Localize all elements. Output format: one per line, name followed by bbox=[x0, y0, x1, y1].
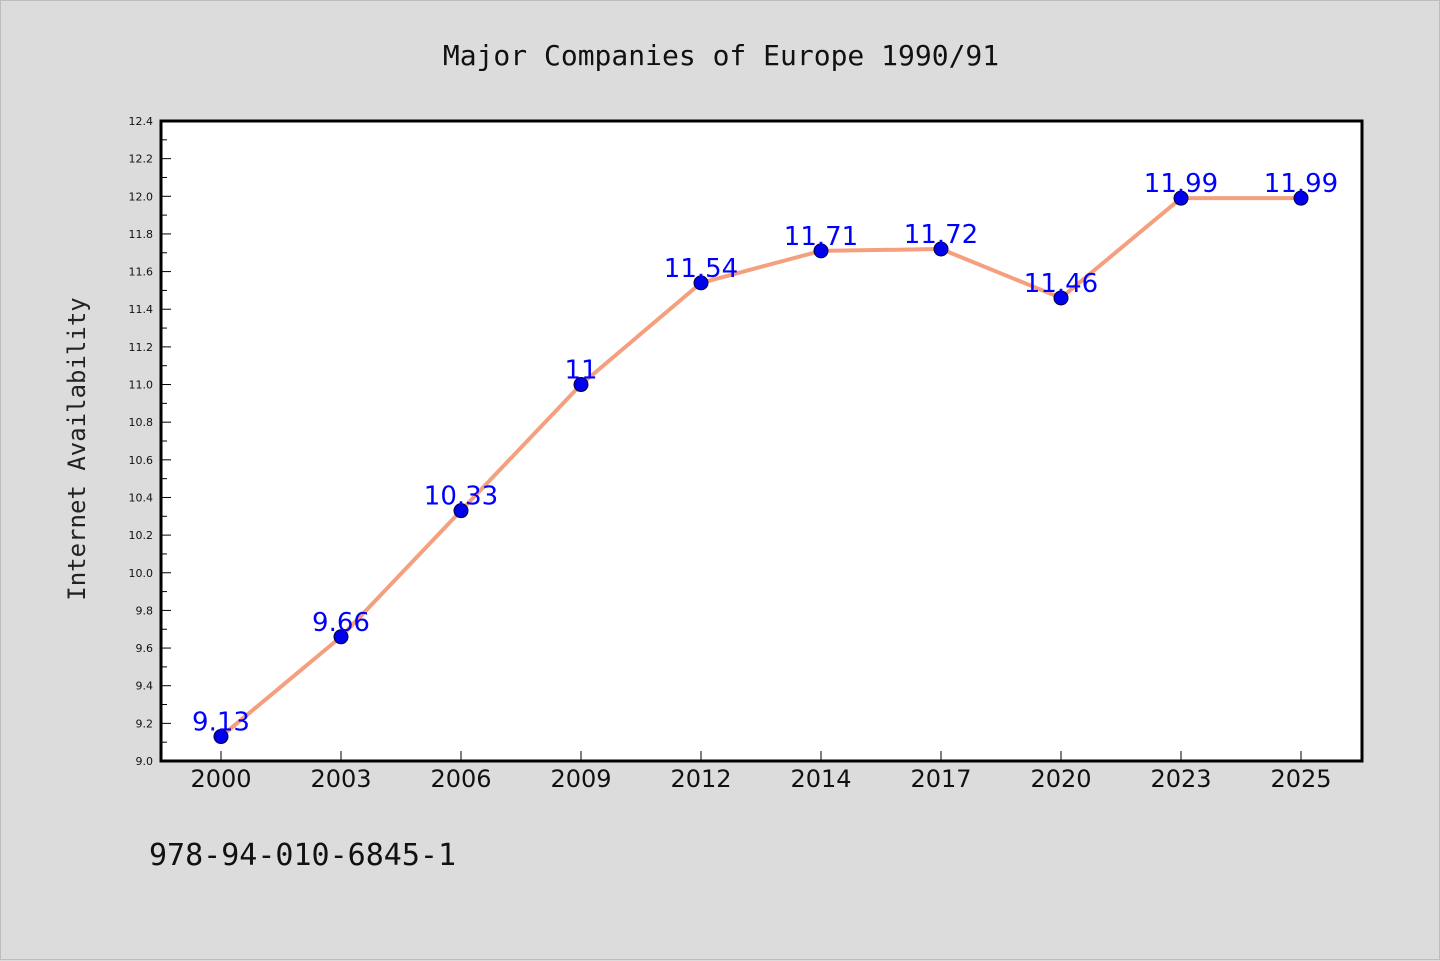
x-tick-label: 2014 bbox=[790, 765, 851, 793]
y-tick-label: 11.2 bbox=[129, 341, 154, 354]
y-tick-label: 10.2 bbox=[129, 529, 154, 542]
data-label: 11 bbox=[564, 356, 597, 386]
y-tick-label: 11.6 bbox=[129, 266, 154, 279]
data-label: 11.71 bbox=[784, 222, 858, 252]
y-axis-label: Internet Availability bbox=[63, 297, 91, 600]
data-point-marker bbox=[453, 503, 469, 519]
y-tick-label: 9.8 bbox=[136, 604, 154, 617]
x-tick-label: 2020 bbox=[1030, 765, 1091, 793]
plot-area bbox=[159, 119, 1364, 763]
data-label: 11.72 bbox=[904, 220, 978, 250]
y-tick-label: 9.2 bbox=[136, 717, 154, 730]
data-point-marker bbox=[1173, 190, 1189, 206]
chart-title: Major Companies of Europe 1990/91 bbox=[443, 39, 999, 72]
series-polyline bbox=[219, 196, 1301, 739]
data-point-marker bbox=[813, 243, 829, 259]
y-tick-label: 10.8 bbox=[129, 416, 154, 429]
y-tick-label: 11.4 bbox=[129, 303, 154, 316]
data-label: 11.99 bbox=[1144, 169, 1218, 199]
data-label: 11.99 bbox=[1264, 169, 1338, 199]
y-tick-label: 9.0 bbox=[136, 755, 154, 768]
x-tick-label: 2025 bbox=[1270, 765, 1331, 793]
data-point-marker bbox=[213, 729, 229, 745]
x-tick-label: 2000 bbox=[190, 765, 251, 793]
y-tick-label: 11.8 bbox=[129, 228, 154, 241]
data-label: 11.54 bbox=[664, 254, 738, 284]
y-tick-label: 10.4 bbox=[129, 491, 154, 504]
x-tick-label: 2012 bbox=[670, 765, 731, 793]
x-tick-label: 2003 bbox=[310, 765, 371, 793]
data-label: 9.13 bbox=[192, 708, 250, 738]
y-tick-label: 12.2 bbox=[129, 153, 154, 166]
x-tick-label: 2017 bbox=[910, 765, 971, 793]
data-point-marker bbox=[693, 275, 709, 291]
x-tick-label: 2023 bbox=[1150, 765, 1211, 793]
data-point-marker bbox=[1293, 190, 1309, 206]
x-tick-label: 2006 bbox=[430, 765, 491, 793]
data-point-marker bbox=[333, 629, 349, 645]
data-markers bbox=[213, 190, 1309, 745]
x-tick-label: 2009 bbox=[550, 765, 611, 793]
data-label: 10.33 bbox=[424, 482, 498, 512]
data-point-marker bbox=[933, 241, 949, 257]
y-tick-label: 12.4 bbox=[129, 115, 154, 128]
data-label: 11.46 bbox=[1024, 269, 1098, 299]
data-labels: 9.13 9.66 10.33 11 11.54 11.71 11.72 11.46 11.99… bbox=[192, 169, 1338, 737]
data-point-marker bbox=[1053, 290, 1069, 306]
y-tick-label: 9.6 bbox=[136, 642, 154, 655]
y-tick-label: 10.0 bbox=[129, 567, 154, 580]
y-tick-label: 10.6 bbox=[129, 454, 154, 467]
x-axis: 2000 2003 2006 2009 2012 2014 2017 2020 2023 2025 bbox=[190, 751, 1332, 793]
y-tick-label: 9.4 bbox=[136, 680, 154, 693]
data-point-marker bbox=[573, 377, 589, 393]
data-label: 9.66 bbox=[312, 608, 370, 638]
y-tick-label: 12.0 bbox=[129, 190, 154, 203]
footer-text: 978-94-010-6845-1 bbox=[149, 838, 456, 873]
y-axis: 9.0 9.2 9.4 9.6 9.8 10.0 10.2 10.4 10.6 10.8 11.0 1… bbox=[129, 115, 171, 768]
y-tick-label: 11.0 bbox=[129, 379, 154, 392]
series-line bbox=[219, 196, 1301, 739]
